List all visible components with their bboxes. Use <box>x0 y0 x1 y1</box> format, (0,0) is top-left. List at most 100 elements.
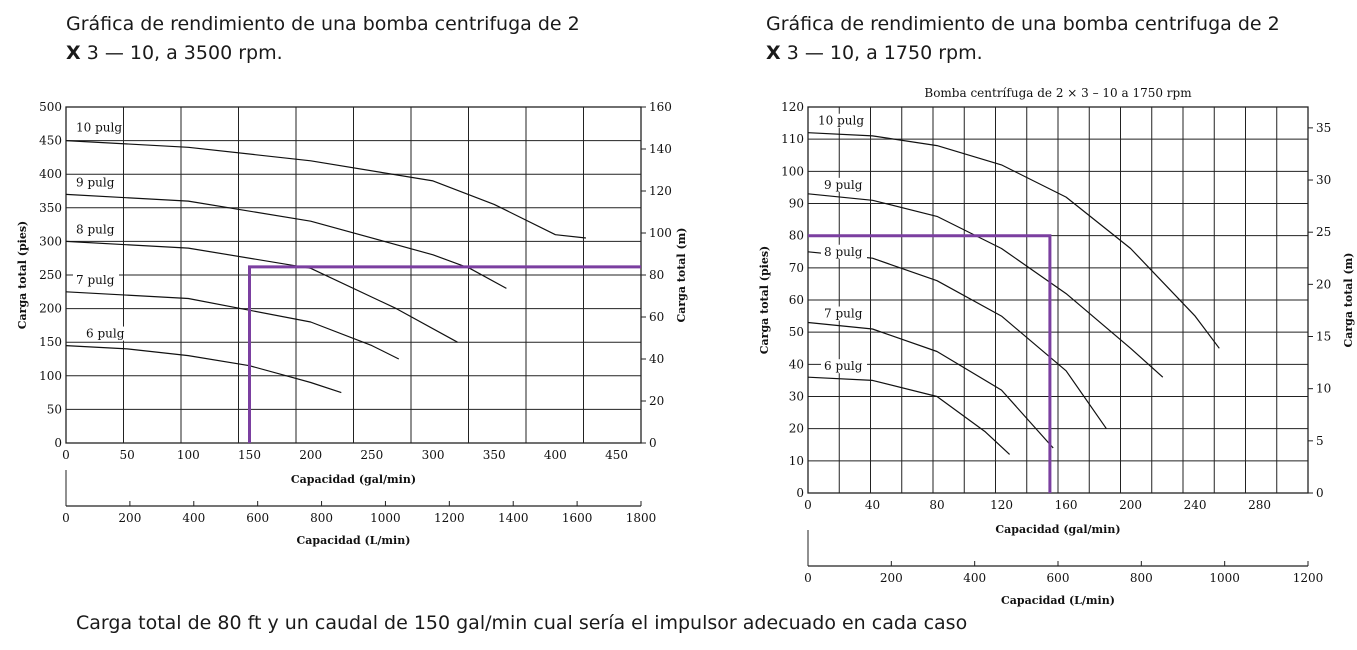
chart-1-y2tick-label: 0 <box>649 436 657 450</box>
chart-1-y2tick-label: 160 <box>649 100 672 114</box>
chart-2-series-3-label: 8 pulg <box>824 245 863 259</box>
chart-2-x2tick-label: 400 <box>963 571 986 585</box>
chart-2-ytick-label: 50 <box>789 325 804 339</box>
chart-2-xtick-label: 80 <box>929 498 944 512</box>
chart-1-x2tick-label: 1800 <box>626 511 657 525</box>
chart-2-group <box>807 106 1313 567</box>
chart-1-series-2-label: 9 pulg <box>76 175 115 189</box>
chart-1-ytick-label: 350 <box>39 201 62 215</box>
chart-2-xtick-label: 160 <box>1055 498 1078 512</box>
chart-1-y2label: Carga total (m) <box>675 227 688 322</box>
chart-1-xlabel: Capacidad (gal/min) <box>291 473 416 486</box>
chart-2-ytick-label: 30 <box>789 390 804 404</box>
chart-2-series-2-label: 9 pulg <box>824 178 863 192</box>
chart-2-ytick-label: 0 <box>796 486 804 500</box>
chart-1-y2tick-label: 20 <box>649 394 664 408</box>
chart-2-series-5-label-bg <box>821 359 867 374</box>
chart-2-x2tick-label: 1000 <box>1209 571 1240 585</box>
chart-2-series-5-line <box>807 376 1011 455</box>
heading-1-x: X <box>66 42 81 64</box>
chart-2-xtick-label: 40 <box>865 498 880 512</box>
chart-1-xtick-label: 150 <box>238 448 261 462</box>
chart-2-series-1-line <box>807 132 1220 349</box>
chart-2-ytick-label: 10 <box>789 454 804 468</box>
chart-2-series-2-label-bg <box>821 177 867 192</box>
chart-1-series-4-label-bg <box>73 272 119 287</box>
chart-1-x2tick-label: 1600 <box>562 511 593 525</box>
chart-1-series-2-line <box>65 193 507 289</box>
heading-2-line1: Gráfica de rendimiento de una bomba cent… <box>766 13 1280 35</box>
chart-1-y2tick-label: 60 <box>649 310 664 324</box>
chart-2-ytick-label: 90 <box>789 197 804 211</box>
chart-1-ytick-label: 500 <box>39 100 62 114</box>
chart-1-xtick-label: 250 <box>360 448 383 462</box>
chart-2-series-1-label-bg <box>815 113 861 128</box>
chart-2-xtick-label: 0 <box>804 498 812 512</box>
chart-2-ytick-label: 100 <box>781 164 804 178</box>
chart-2-y2tick-label: 5 <box>1316 434 1324 448</box>
chart-1-series-1-label: 10 pulg <box>76 121 122 135</box>
chart-1-x2tick-label: 0 <box>62 511 70 525</box>
chart-1-series-3-label-bg <box>73 222 119 237</box>
chart-2-y2tick-label: 35 <box>1316 121 1331 135</box>
chart-2-y2tick-label: 30 <box>1316 173 1331 187</box>
chart-1-xtick-label: 200 <box>299 448 322 462</box>
chart-2-x2tick-label: 600 <box>1047 571 1070 585</box>
chart-2-series-4-line <box>807 321 1054 449</box>
chart-1-y2tick-label: 120 <box>649 184 672 198</box>
chart-2-title: Bomba centrífuga de 2 × 3 – 10 a 1750 rp… <box>924 86 1192 100</box>
chart-1-series-5-line <box>65 345 342 394</box>
chart-1-ytick-label: 200 <box>39 302 62 316</box>
chart-2-y2tick-label: 0 <box>1316 486 1324 500</box>
chart-2-heading: Gráfica de rendimiento de una bomba cent… <box>766 10 1280 68</box>
chart-2-xtick-label: 240 <box>1184 498 1207 512</box>
chart-1-ytick-label: 400 <box>39 167 62 181</box>
chart-1-x2tick-label: 200 <box>118 511 141 525</box>
chart-1-x2tick-label: 1000 <box>370 511 401 525</box>
chart-1-ytick-label: 150 <box>39 335 62 349</box>
chart-2-x2label: Capacidad (L/min) <box>1001 594 1115 607</box>
chart-2-series-1-label: 10 pulg <box>818 114 864 128</box>
chart-1-y2tick-label: 100 <box>649 226 672 240</box>
chart-2-x2tick-label: 1200 <box>1293 571 1324 585</box>
chart-1-y2tick-label: 40 <box>649 352 664 366</box>
chart-2-ylabel: Carga total (pies) <box>758 246 771 354</box>
chart-1-x2label: Capacidad (L/min) <box>297 534 411 547</box>
chart-2-series-5-label: 6 pulg <box>824 359 863 373</box>
chart-1-x2tick-label: 1200 <box>434 511 465 525</box>
chart-2-y2tick-label: 15 <box>1316 330 1331 344</box>
chart-2-x2tick-label: 200 <box>880 571 903 585</box>
chart-1-ytick-label: 0 <box>54 436 62 450</box>
chart-2-x2tick-label: 800 <box>1130 571 1153 585</box>
chart-2-y2tick-label: 25 <box>1316 225 1331 239</box>
chart-1-series-4-label: 7 pulg <box>76 273 115 287</box>
chart-2-xlabel: Capacidad (gal/min) <box>995 523 1120 536</box>
chart-1-series-4-line <box>65 291 400 360</box>
chart-1-series-5-label: 6 pulg <box>86 327 125 341</box>
chart-2-x2tick-label: 0 <box>804 571 812 585</box>
heading-2-x: X <box>766 42 781 64</box>
chart-1-x2tick-label: 600 <box>246 511 269 525</box>
chart-1-y2tick-label: 140 <box>649 142 672 156</box>
chart-2-xtick-label: 120 <box>990 498 1013 512</box>
chart-1-ytick-label: 100 <box>39 369 62 383</box>
chart-2-y2tick-label: 20 <box>1316 277 1331 291</box>
chart-2-series-3-line <box>807 251 1107 430</box>
chart-1-ytick-label: 250 <box>39 268 62 282</box>
heading-1-line1: Gráfica de rendimiento de una bomba cent… <box>66 13 580 35</box>
chart-1-ytick-label: 300 <box>39 234 62 248</box>
chart-1-series-2-label-bg <box>73 175 119 190</box>
chart-2-series-2-line <box>807 193 1164 378</box>
heading-1-line2: 3 — 10, a 3500 rpm. <box>80 42 283 64</box>
chart-2-y2label: Carga total (m) <box>1342 252 1355 347</box>
chart-2-xtick-label: 200 <box>1119 498 1142 512</box>
chart-1-series-1-line <box>65 140 586 239</box>
chart-2-ytick-label: 60 <box>789 293 804 307</box>
chart-2-ytick-label: 120 <box>781 100 804 114</box>
chart-1-ytick-label: 450 <box>39 134 62 148</box>
chart-1-xtick-label: 450 <box>605 448 628 462</box>
chart-1-xtick-label: 50 <box>120 448 135 462</box>
chart-1-xtick-label: 400 <box>544 448 567 462</box>
chart-1-series-1-label-bg <box>73 120 119 135</box>
